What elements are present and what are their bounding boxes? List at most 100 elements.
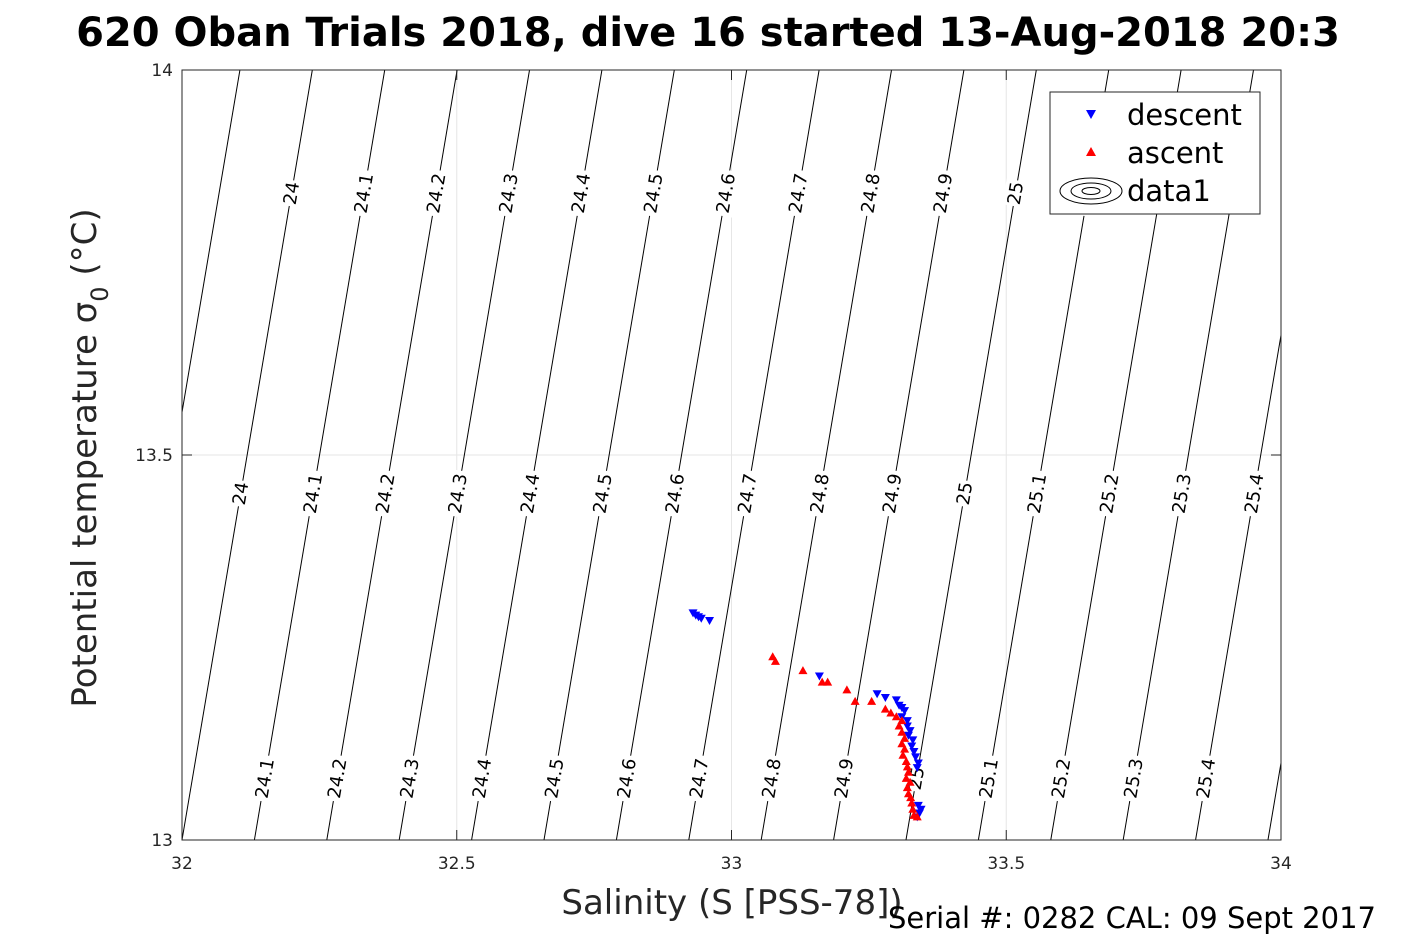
contour-label-bg <box>928 168 958 218</box>
descent-point <box>911 753 921 762</box>
ascent-point <box>897 739 907 748</box>
y-axis-ticks: 13 13.5 14 <box>135 61 1281 851</box>
contour-label-bg <box>566 168 596 218</box>
contour-label-top: 24.2 <box>421 168 451 218</box>
ascent-point <box>901 756 911 765</box>
y-axis-label: Potential temperature σ0 (°C) <box>65 208 114 707</box>
contour-label-top: 24.3 <box>493 168 524 218</box>
descent-point <box>872 690 882 699</box>
descent-point <box>907 742 917 751</box>
contour-label-bg <box>756 753 787 803</box>
descent-point <box>891 696 901 705</box>
descent-point <box>913 759 923 768</box>
x-tick-label: 33 <box>721 854 743 874</box>
contour-label-bg <box>227 478 254 509</box>
ascent-point <box>897 727 907 736</box>
contour-label-bg <box>1094 468 1125 519</box>
contour-label-bg <box>278 178 305 208</box>
ascent-point <box>891 712 901 721</box>
legend-data1-label: data1 <box>1127 174 1211 208</box>
contour-line <box>1340 70 1417 840</box>
contour-label-bottom: 25.3 <box>1118 753 1149 803</box>
contour-label-bg <box>1046 753 1076 803</box>
x-axis-ticks: 32 32.5 33 33.5 34 <box>171 70 1292 874</box>
contour-label-top: 25 <box>1002 178 1029 208</box>
ascent-point <box>900 744 910 753</box>
contour-label-bottom: 25.2 <box>1046 753 1076 803</box>
contour-label-bottom: 24.5 <box>539 753 570 803</box>
contour-label-bg <box>638 168 669 218</box>
ascent-point <box>886 708 896 717</box>
ascent-point <box>867 696 877 705</box>
legend-ascent-marker <box>1086 147 1096 156</box>
ascent-point <box>842 685 852 694</box>
contour-label-bg <box>1002 178 1029 208</box>
descent-point <box>902 722 912 731</box>
contour-label-bg <box>1239 468 1269 519</box>
ascent-point <box>902 762 912 771</box>
ascent-point <box>897 716 907 725</box>
contour-label-middle: 24.6 <box>660 468 690 519</box>
contour-label-bg <box>805 468 835 519</box>
contour-label-bg <box>1167 468 1197 519</box>
contour-label-bg <box>467 753 497 803</box>
contour-label-text: 25 <box>953 481 978 507</box>
legend-descent-label: descent <box>1127 98 1242 132</box>
ascent-point <box>907 798 917 807</box>
x-tick-label: 34 <box>1270 854 1292 874</box>
contour-label-bottom: 24.2 <box>322 753 352 803</box>
ascent-point <box>908 804 918 813</box>
ascent-point <box>912 812 922 821</box>
y-axis-label-main: Potential temperature σ <box>65 302 105 708</box>
contour-label-top: 24 <box>278 178 305 208</box>
descent-point <box>903 731 913 740</box>
ascent-point <box>903 767 913 776</box>
contour-label-bg <box>855 168 886 218</box>
contour-label-bg <box>515 468 545 519</box>
descent-point <box>900 707 910 716</box>
contour-label-bg <box>539 753 570 803</box>
contour-label-bg <box>322 753 352 803</box>
contour-label-bg <box>877 468 907 519</box>
contour-label-middle: 25 <box>951 478 978 509</box>
contour-label-bottom: 24.8 <box>756 753 787 803</box>
contour-label-bg <box>951 478 978 509</box>
contour-label-bg <box>783 168 813 218</box>
contour-label-bg <box>349 168 379 218</box>
y-axis-label-subscript: 0 <box>86 286 114 301</box>
legend-contour-icon <box>1059 177 1123 205</box>
chart-title: 620 Oban Trials 2018, dive 16 started 13… <box>76 10 1340 56</box>
descent-point <box>912 764 922 773</box>
contour-label-bg <box>829 753 859 803</box>
contour-label-bg <box>660 468 690 519</box>
x-tick-label: 32.5 <box>438 854 476 874</box>
descent-point <box>696 614 706 623</box>
ascent-point <box>898 750 908 759</box>
contour-label-top: 24.5 <box>638 168 669 218</box>
ascent-point <box>770 656 780 665</box>
y-tick-label: 13 <box>151 831 173 851</box>
descent-point <box>905 727 915 736</box>
contour-label-bg <box>250 753 280 803</box>
descent-point <box>880 694 890 703</box>
contour-label-bg <box>298 468 328 519</box>
contour-label-bg <box>587 468 618 519</box>
serial-cal-footer: Serial #: 0282 CAL: 09 Sept 2017 <box>888 901 1376 935</box>
contour-label-bg <box>1191 753 1221 803</box>
contour-label-bg <box>370 468 401 519</box>
x-tick-label: 33.5 <box>987 854 1025 874</box>
descent-point <box>814 672 824 681</box>
contour-label-bg <box>974 753 1004 803</box>
ascent-point <box>823 677 833 686</box>
x-axis-label: Salinity (S [PSS-78]) <box>561 883 902 923</box>
ascent-point <box>902 783 912 792</box>
contour-label-bg <box>732 468 763 519</box>
ascent-point <box>880 704 890 713</box>
contour-label-middle: 24.3 <box>443 468 473 519</box>
contour-label-bg <box>421 168 451 218</box>
contour-label-text: 24 <box>229 481 254 507</box>
descent-point <box>705 617 715 626</box>
y-tick-label: 13.5 <box>135 446 173 466</box>
contour-label-top: 24.1 <box>349 168 379 218</box>
ascent-point <box>905 777 915 786</box>
